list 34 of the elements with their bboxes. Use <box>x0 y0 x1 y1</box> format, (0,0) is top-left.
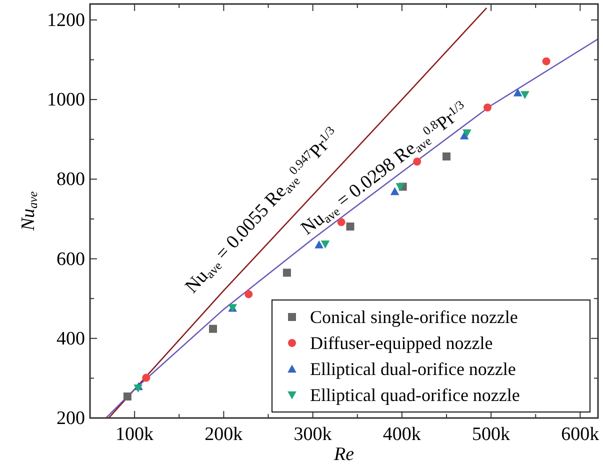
legend-label: Elliptical dual-orifice nozzle <box>310 359 516 379</box>
point <box>542 57 550 66</box>
point <box>483 104 492 112</box>
point <box>520 91 530 100</box>
x-tick-label: 600k <box>561 424 600 445</box>
point <box>513 88 522 96</box>
x-tick-label: 500k <box>472 424 511 445</box>
y-tick-label: 200 <box>56 408 85 429</box>
point <box>442 152 450 160</box>
y-tick-label: 1200 <box>47 10 85 31</box>
point <box>314 240 324 248</box>
x-tick-label: 200k <box>204 424 244 445</box>
point <box>282 268 291 277</box>
point <box>320 240 330 248</box>
point <box>244 290 253 298</box>
legend-label: Diffuser-equipped nozzle <box>310 333 493 353</box>
y-tick-label: 400 <box>56 328 85 350</box>
line-series <box>105 38 598 418</box>
x-axis-title: Re <box>332 444 354 465</box>
point <box>462 129 472 138</box>
legend-label: Conical single-orifice nozzle <box>310 307 518 327</box>
point <box>346 222 354 231</box>
point <box>208 324 217 333</box>
y-tick-label: 1000 <box>47 90 85 111</box>
x-tick-label: 100k <box>116 424 154 445</box>
point <box>134 384 143 393</box>
point <box>396 183 405 192</box>
point <box>142 374 150 382</box>
point <box>123 392 132 401</box>
y-tick-label: 600 <box>56 248 85 270</box>
x-tick-label: 300k <box>294 424 332 445</box>
x-tick-label: 400k <box>382 424 422 445</box>
legend-label: Elliptical quad-orifice nozzle <box>310 385 520 405</box>
y-tick-label: 800 <box>56 169 85 190</box>
